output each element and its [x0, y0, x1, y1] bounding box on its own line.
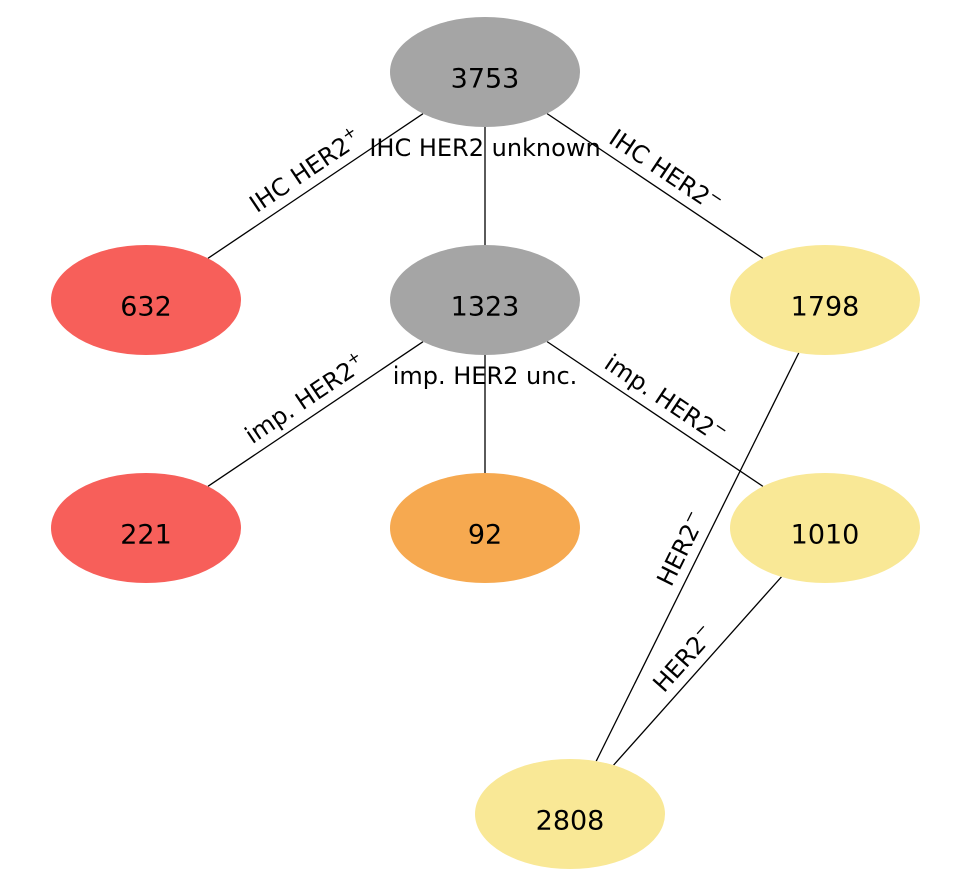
edge [208, 342, 423, 487]
edge-label-sup: − [706, 185, 728, 208]
tree-node: 632 [51, 245, 241, 355]
node-label: 1010 [791, 520, 860, 551]
edge-label-sup: − [711, 416, 733, 439]
node-label: 2808 [536, 806, 605, 837]
tree-node: 1010 [730, 473, 920, 583]
node-label: 92 [468, 520, 502, 551]
edge-label-sup: − [678, 506, 701, 526]
edge-label-sup: + [343, 346, 365, 369]
edge-label-text: imp. HER2+ [238, 346, 371, 449]
edge-label-sup: + [338, 121, 360, 144]
tree-node: 3753 [390, 17, 580, 127]
edge-label-text: IHC HER2 unknown [369, 134, 600, 162]
edge-label: IHC HER2+ [243, 121, 367, 218]
tree-node: 1323 [390, 245, 580, 355]
edge-label-sup: − [689, 618, 712, 641]
node-label: 3753 [451, 64, 520, 95]
tree-node: 92 [390, 473, 580, 583]
edge-label-text: imp. HER2 unc. [393, 362, 578, 390]
edge [547, 114, 763, 259]
edge-label: imp. HER2− [599, 346, 732, 449]
node-label: 1798 [791, 292, 860, 323]
edges-layer: IHC HER2+IHC HER2 unknownIHC HER2− imp. H… [208, 114, 799, 765]
edge [547, 342, 763, 487]
tree-node: 2808 [475, 759, 665, 869]
tree-node: 221 [51, 473, 241, 583]
tree-node: 1798 [730, 245, 920, 355]
node-label: 221 [120, 520, 172, 551]
edge-label-text: imp. HER2− [599, 346, 732, 449]
her2-tree-diagram: IHC HER2+IHC HER2 unknownIHC HER2− imp. H… [0, 0, 969, 887]
edge-label-text: IHC HER2+ [243, 121, 367, 218]
edge-label-text: IHC HER2− [604, 121, 728, 218]
edge [614, 577, 782, 765]
node-label: 632 [120, 292, 172, 323]
edge-label: IHC HER2− [604, 121, 728, 218]
edge-label: imp. HER2+ [238, 346, 371, 449]
node-label: 1323 [451, 292, 520, 323]
